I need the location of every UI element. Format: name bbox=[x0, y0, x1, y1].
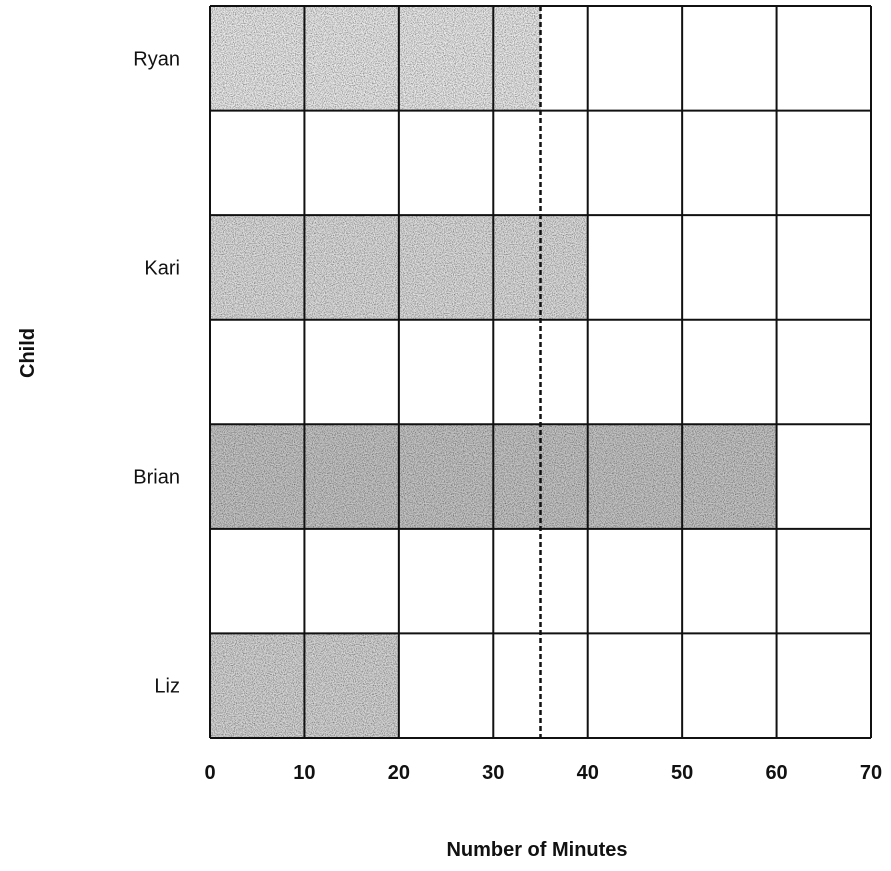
x-axis-label: Number of Minutes bbox=[446, 839, 627, 861]
grid-layer bbox=[209, 5, 872, 739]
x-tick-label-70: 70 bbox=[860, 762, 882, 784]
y-tick-labels: Ryan Kari Brian Liz bbox=[133, 48, 180, 697]
x-tick-label-0: 0 bbox=[204, 762, 215, 784]
y-axis-label: Child bbox=[17, 328, 39, 378]
y-tick-label-liz: Liz bbox=[154, 676, 180, 698]
x-tick-labels: 0 10 20 30 40 50 60 70 bbox=[204, 762, 882, 784]
x-tick-label-10: 10 bbox=[293, 762, 315, 784]
y-tick-label-brian: Brian bbox=[133, 467, 180, 489]
x-tick-label-20: 20 bbox=[388, 762, 410, 784]
x-tick-label-40: 40 bbox=[577, 762, 599, 784]
x-tick-label-60: 60 bbox=[765, 762, 787, 784]
x-tick-label-50: 50 bbox=[671, 762, 693, 784]
bar-ryan bbox=[210, 6, 541, 111]
x-tick-label-30: 30 bbox=[482, 762, 504, 784]
y-tick-label-ryan: Ryan bbox=[133, 48, 180, 70]
y-tick-label-kari: Kari bbox=[144, 257, 180, 279]
